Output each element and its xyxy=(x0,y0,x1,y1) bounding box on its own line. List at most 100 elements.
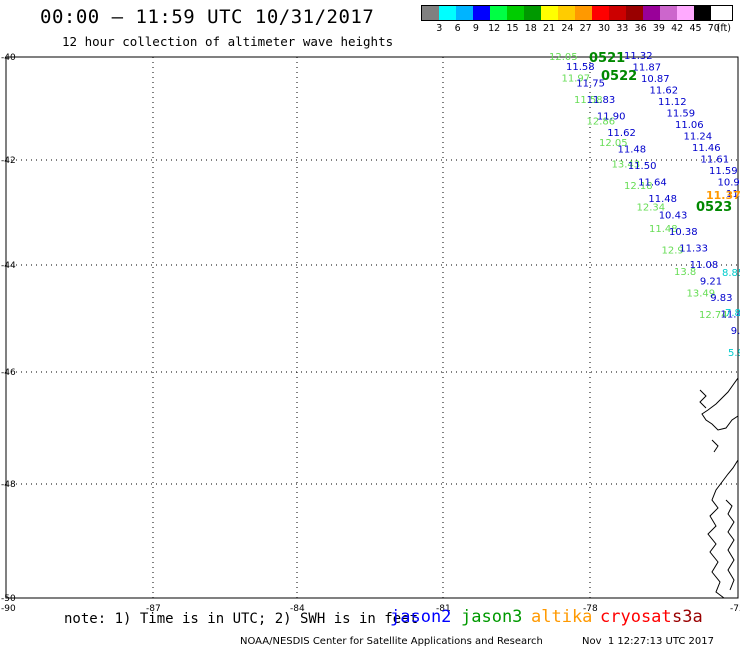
jason2-value: 11.59 xyxy=(709,166,738,177)
jason2-value: 11.24 xyxy=(684,132,713,143)
legend-jason3: jason3 xyxy=(461,607,523,627)
coastline-segment xyxy=(725,499,735,591)
scale-swatch xyxy=(473,6,490,20)
jason2-value: 11.48 xyxy=(618,145,647,156)
page-subtitle: 12 hour collection of altimeter wave hei… xyxy=(62,34,394,49)
scale-label: 42 xyxy=(671,23,684,34)
scale-swatch xyxy=(609,6,626,20)
jason2-value: 11.87 xyxy=(633,63,662,74)
jason2-value: 11.08 xyxy=(690,260,719,271)
cyan-value: 8.85 xyxy=(722,268,740,279)
note-text: note: 1) Time is in UTC; 2) SWH is in fe… xyxy=(64,611,419,627)
scale-swatch xyxy=(507,6,524,20)
coastline-segment xyxy=(711,439,719,453)
longitude-label: -78 xyxy=(583,604,598,614)
scale-swatch xyxy=(575,6,592,20)
jason2-value: 11.48 xyxy=(648,194,677,205)
latitude-label: -40 xyxy=(1,53,16,63)
axis-labels: -40 -42 -44 -46 -48 -50-90 -87 -84 -81 -78 -75 xyxy=(1,53,740,614)
scale-label: 70 xyxy=(707,23,720,34)
jason2-value: 11.59 xyxy=(667,109,696,120)
coastline-segment xyxy=(699,389,707,409)
cyan-value: 7.8 xyxy=(725,308,740,319)
time-marker: 0523 xyxy=(696,200,732,215)
scale-swatch xyxy=(541,6,558,20)
latitude-label: -50 xyxy=(1,594,16,604)
jason3-value: 11.48 xyxy=(649,224,678,235)
scale-label: 39 xyxy=(652,23,665,34)
jason3-value: 12.74 xyxy=(699,310,728,321)
jason2-value: 11.33 xyxy=(679,244,708,255)
jason3-value: 12.9 xyxy=(662,246,684,257)
jason2-value: 10.38 xyxy=(669,227,698,238)
jason2-value: 10.43 xyxy=(659,211,688,222)
scale-label: 27 xyxy=(579,23,592,34)
scale-label: 36 xyxy=(634,23,647,34)
legend-altika: altika xyxy=(531,607,593,627)
map-grid xyxy=(5,56,739,599)
latitude-label: -90 xyxy=(1,604,16,614)
jason2-value: 11.45 xyxy=(721,310,740,321)
jason2-value: 11.46 xyxy=(692,143,721,154)
coastline-segment xyxy=(707,459,739,599)
scale-label: 12 xyxy=(488,23,501,34)
jason2-value: 11.32 xyxy=(624,51,653,62)
scale-swatch xyxy=(456,6,473,20)
time-marker: 0522 xyxy=(601,69,637,84)
jason2-value: 11.58 xyxy=(566,62,595,73)
longitude-label: -75 xyxy=(730,604,740,614)
latitude-label: -44 xyxy=(1,261,16,271)
scale-label: 18 xyxy=(524,23,537,34)
scale-swatch xyxy=(660,6,677,20)
jason3-value: 12.05 xyxy=(549,52,578,63)
scale-label: 15 xyxy=(506,23,519,34)
scale-swatch xyxy=(626,6,643,20)
scale-label: 45 xyxy=(689,23,702,34)
jason2-value: 10.87 xyxy=(641,74,670,85)
scale-label: 9 xyxy=(472,23,479,34)
time-marker: 0521 xyxy=(589,51,625,66)
scale-label: 21 xyxy=(543,23,556,34)
cyan-value: 5.9 xyxy=(728,348,740,359)
jason2-value: 11.61 xyxy=(701,155,730,166)
scale-label: 3 xyxy=(436,23,443,34)
jason2-value: 11.50 xyxy=(628,161,657,172)
longitude-label: -84 xyxy=(290,604,305,614)
scale-swatch xyxy=(524,6,541,20)
jason2-value: 11.90 xyxy=(597,112,626,123)
jason2-value: 11.37 xyxy=(726,189,740,200)
latitude-label: -42 xyxy=(1,156,16,166)
jason3-value: 13.49 xyxy=(687,289,716,300)
color-scale-swatches xyxy=(421,5,733,21)
scale-swatch xyxy=(422,6,439,20)
jason3-value: 13.43 xyxy=(612,160,641,171)
scale-label: 30 xyxy=(597,23,611,34)
jason2-value: 11.64 xyxy=(638,178,667,189)
color-scale: 3 6 9 12 15 18 21 24 27 30 33 36 39 42 45 70 (ft) xyxy=(421,5,733,35)
legend-s3a: s3a xyxy=(672,607,703,627)
longitude-label: -87 xyxy=(146,604,161,614)
jason2-value: 9.83 xyxy=(710,293,732,304)
jason2-value: 9.21 xyxy=(700,277,722,288)
jason3-value: 12.18 xyxy=(624,181,653,192)
latitude-label: -48 xyxy=(1,480,16,490)
latitude-label: -46 xyxy=(1,368,16,378)
footer-timestamp: Nov 1 12:27:13 UTC 2017 xyxy=(582,636,714,647)
scale-label: 24 xyxy=(561,23,574,34)
scale-swatch xyxy=(439,6,456,20)
page-title: 00:00 – 11:59 UTC 10/31/2017 xyxy=(40,6,375,28)
satellite-tracks: 12.0511.9711.5812.8612.0513.4312.1812.34… xyxy=(549,51,740,359)
coastline-segment xyxy=(701,377,739,431)
scale-swatch xyxy=(677,6,694,20)
jason3-value: 11.58 xyxy=(574,95,603,106)
footer-credit: NOAA/NESDIS Center for Satellite Applica… xyxy=(240,636,543,647)
scale-swatch xyxy=(694,6,711,20)
scale-swatch xyxy=(592,6,609,20)
scale-label: 33 xyxy=(616,23,629,34)
jason3-value: 13.8 xyxy=(674,267,696,278)
jason3-value: 12.05 xyxy=(599,138,628,149)
color-scale-labels: 3 6 9 12 15 18 21 24 27 30 33 36 39 42 45 70 (ft) xyxy=(421,21,733,35)
legend-jason2: jason2 xyxy=(390,607,452,627)
jason3-value: 12.86 xyxy=(587,117,616,128)
scale-swatch xyxy=(643,6,660,20)
